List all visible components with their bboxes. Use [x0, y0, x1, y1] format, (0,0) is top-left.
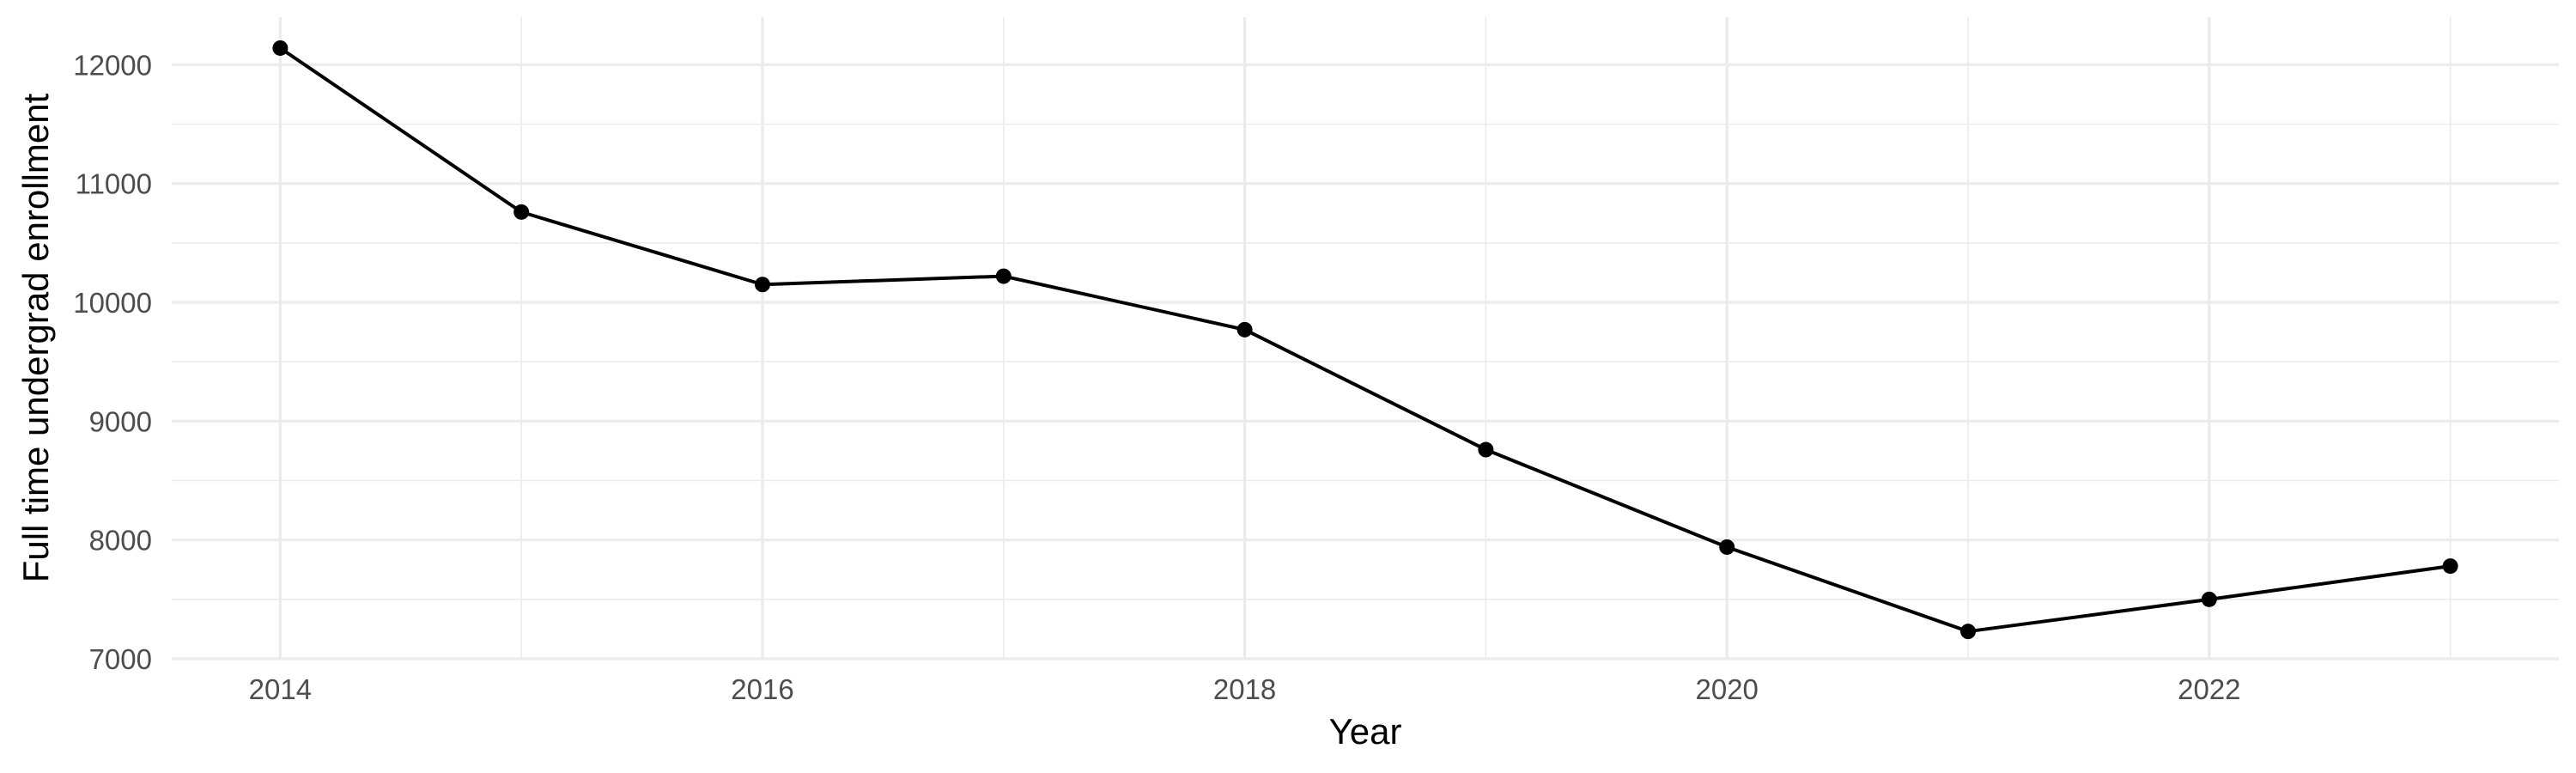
- data-points: [272, 40, 2458, 640]
- data-point: [1960, 624, 1977, 640]
- y-tick-label: 12000: [73, 49, 152, 81]
- x-axis-tick-labels: 2014 2016 2018 2020 2022: [249, 673, 2241, 705]
- y-tick-label: 9000: [89, 405, 152, 437]
- x-tick-label: 2022: [2178, 673, 2240, 705]
- series-layer: [279, 46, 2451, 634]
- x-tick-label: 2016: [731, 673, 793, 705]
- x-tick-label: 2014: [249, 673, 312, 705]
- y-axis-tick-labels: 7000 8000 9000 10000 11000 12000: [73, 49, 152, 675]
- data-point: [754, 277, 770, 293]
- x-axis-title: Year: [1329, 711, 1402, 752]
- data-point: [2442, 558, 2458, 575]
- data-point: [995, 268, 1012, 284]
- data-point: [1236, 321, 1253, 338]
- series-line: [279, 46, 2451, 634]
- minor-gridlines: [172, 17, 2559, 659]
- x-tick-label: 2018: [1213, 673, 1276, 705]
- y-tick-label: 8000: [89, 525, 152, 557]
- x-tick-label: 2020: [1696, 673, 1759, 705]
- y-tick-label: 11000: [76, 168, 152, 200]
- data-point: [513, 204, 530, 220]
- y-tick-label: 10000: [73, 287, 152, 319]
- y-tick-label: 7000: [89, 643, 152, 675]
- data-point: [1478, 441, 1494, 458]
- y-axis-title: Full time undergrad enrollment: [15, 93, 56, 582]
- data-point: [1719, 539, 1735, 555]
- data-point: [2201, 591, 2217, 607]
- data-point: [272, 40, 289, 56]
